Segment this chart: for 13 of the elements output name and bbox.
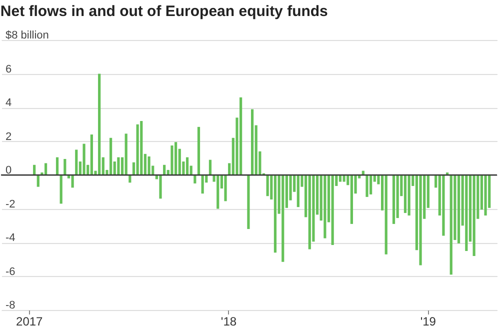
y-tick-label: -8 <box>6 300 16 312</box>
y-tick-label: -6 <box>6 266 16 278</box>
x-tick-label: '19 <box>420 314 436 328</box>
x-tick-label: '18 <box>220 314 237 328</box>
y-tick-label: 2 <box>6 130 12 143</box>
y-tick-label: -2 <box>6 198 16 210</box>
y-tick-label: 4 <box>6 97 12 109</box>
y-tick-label: -4 <box>6 232 16 244</box>
x-tick-label: 2017 <box>16 314 44 328</box>
y-tick-label: 6 <box>6 63 12 76</box>
y-tick-label: 0 <box>6 164 12 176</box>
chart-title: Net flows in and out of European equity funds <box>0 3 328 20</box>
y-tick-label: $8 billion <box>6 30 49 42</box>
